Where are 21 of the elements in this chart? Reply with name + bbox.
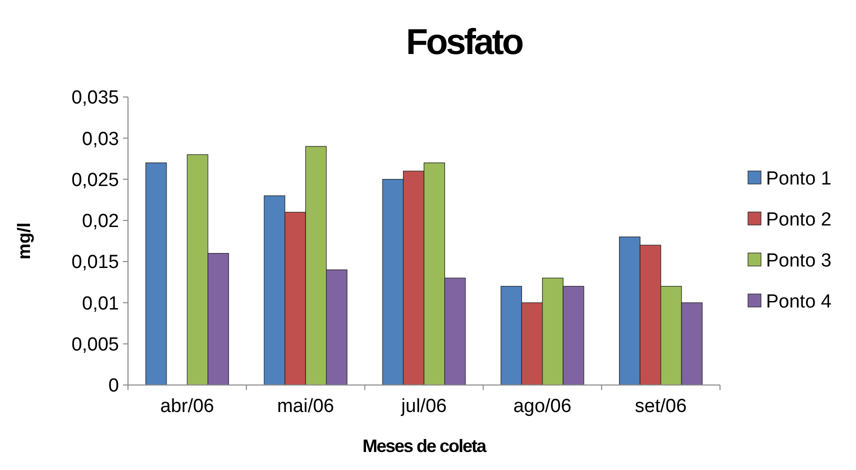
y-tick-label: 0,025: [71, 170, 119, 191]
x-tick-label: jul/06: [400, 396, 447, 417]
y-axis-title: mg/l: [14, 222, 34, 260]
chart-title: Fosfato: [406, 21, 523, 62]
x-tick-label: mai/06: [277, 396, 334, 417]
y-tick-label: 0,035: [71, 88, 119, 109]
bar: [145, 162, 167, 386]
x-tick-label: set/06: [634, 396, 687, 417]
x-tick-label: ago/06: [513, 396, 572, 417]
y-tick-label: 0,03: [82, 128, 119, 150]
legend-label: Ponto 2: [766, 210, 832, 231]
y-tick-label: 0,02: [82, 211, 119, 232]
legend-label: Ponto 1: [766, 168, 832, 190]
y-tick-label: 0: [108, 376, 119, 397]
y-tick-label: 0,005: [71, 334, 119, 356]
y-tick-label: 0,015: [71, 252, 119, 274]
legend-label: Ponto 3: [766, 250, 832, 272]
legend-label: Ponto 4: [766, 292, 832, 313]
y-tick-label: 0,01: [82, 293, 119, 314]
x-axis-title: Meses de coleta: [362, 436, 488, 456]
x-tick-label: abr/06: [160, 396, 214, 417]
